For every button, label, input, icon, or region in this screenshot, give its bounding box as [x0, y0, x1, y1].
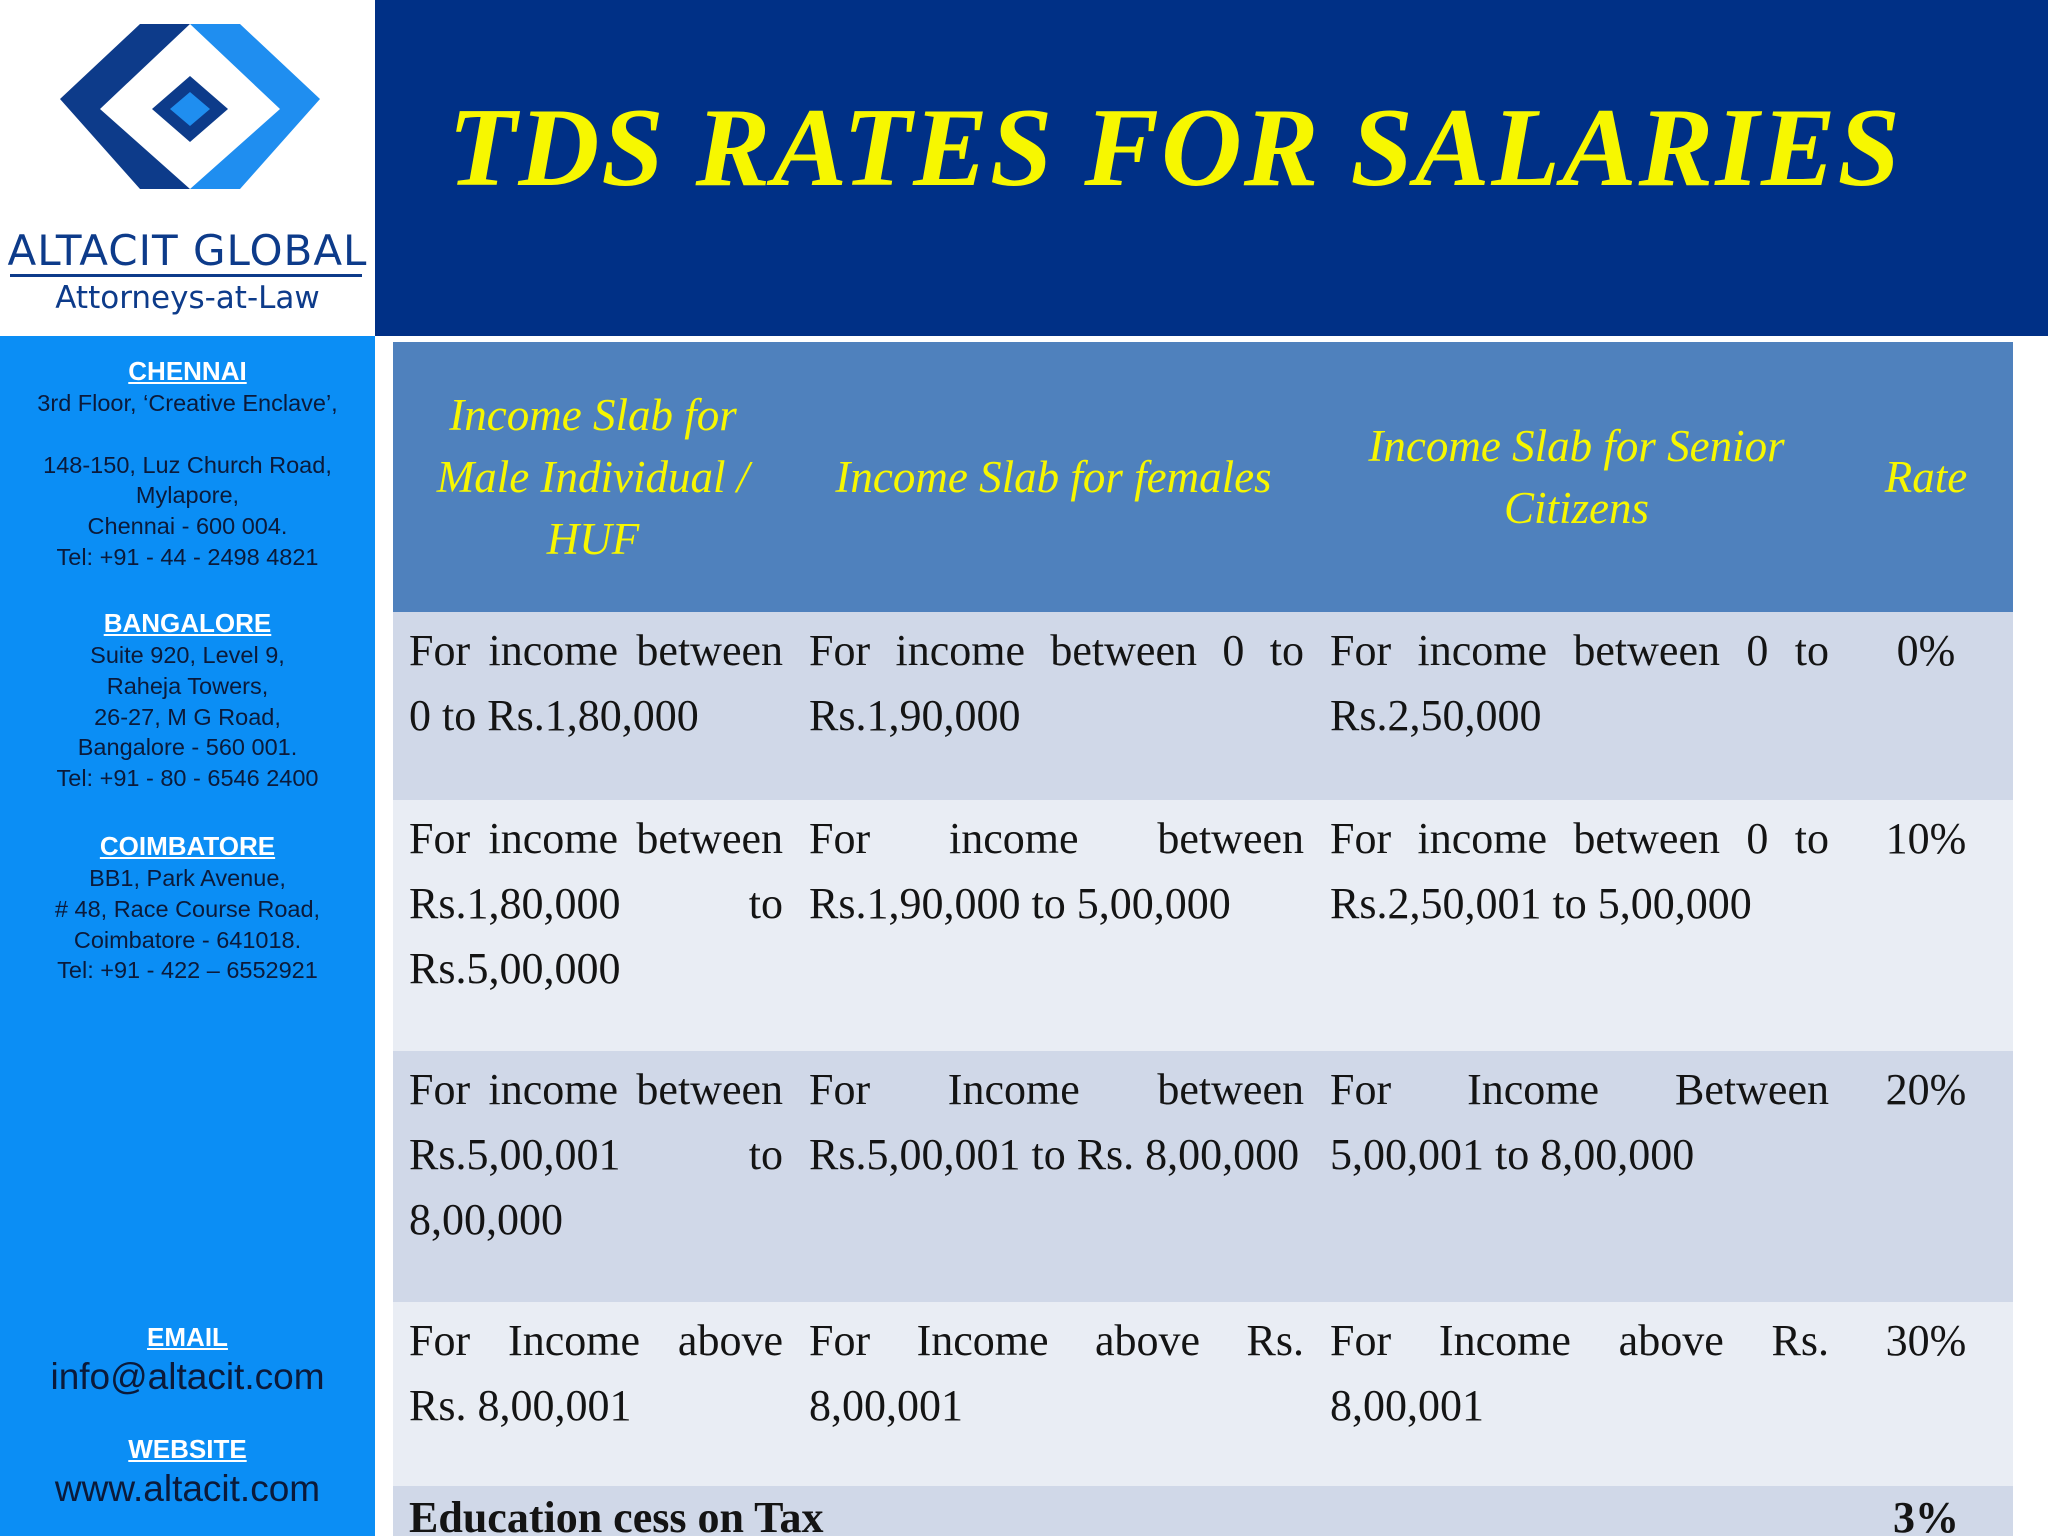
cell-senior: For Income Between 5,00,001 to 8,00,000 [1314, 1051, 1839, 1302]
address-line: # 48, Race Course Road, [54, 895, 321, 922]
logo: ALTACIT GLOBAL Attorneys-at-Law [0, 0, 375, 336]
office-chennai: CHENNAI 3rd Floor, ‘Creative Enclave’, 1… [0, 354, 375, 573]
cell-male: For Income above Rs. 8,00,001 [393, 1302, 793, 1486]
address-line: Tel: +91 - 80 - 6546 2400 [56, 765, 319, 792]
address-line: 3rd Floor, ‘Creative Enclave’, [37, 390, 338, 416]
website-label: WEBSITE [128, 1434, 247, 1464]
cess-rate: 3% [1839, 1486, 2013, 1536]
address-line: Chennai - 600 004. [87, 513, 288, 540]
office-bangalore: BANGALORE Suite 920, Level 9, Raheja Tow… [0, 606, 375, 794]
cess-row: Education cess on Tax 3% [393, 1486, 2013, 1536]
office-name: CHENNAI [128, 356, 247, 386]
email-link[interactable]: info@altacit.com [50, 1356, 325, 1397]
cell-rate: 10% [1839, 800, 2013, 1051]
cell-senior: For income between 0 to Rs.2,50,000 [1314, 612, 1839, 800]
header-rate: Rate [1839, 342, 2013, 612]
address-line: Mylapore, [135, 482, 240, 509]
altacit-logo-icon [60, 24, 320, 189]
cell-female: For Income above Rs. 8,00,001 [793, 1302, 1314, 1486]
logo-name: ALTACIT GLOBAL [7, 226, 368, 275]
cell-senior: For Income above Rs. 8,00,001 [1314, 1302, 1839, 1486]
table-row: For income between 0 to Rs.1,80,000 For … [393, 612, 2013, 800]
cell-rate: 20% [1839, 1051, 2013, 1302]
page-title: TDS RATES FOR SALARIES [448, 86, 1902, 210]
sidebar: CHENNAI 3rd Floor, ‘Creative Enclave’, 1… [0, 336, 375, 1536]
title-banner: TDS RATES FOR SALARIES [375, 0, 2048, 336]
cell-female: For income between 0 to Rs.1,90,000 [793, 612, 1314, 800]
tds-rates-table-container: Income Slab for Male Individual / HUF In… [393, 342, 2013, 1536]
address-line: BB1, Park Avenue, [89, 865, 286, 891]
address-line: Suite 920, Level 9, [90, 642, 285, 668]
address-line: Coimbatore - 641018. [73, 926, 302, 953]
office-coimbatore: COIMBATORE BB1, Park Avenue, # 48, Race … [0, 829, 375, 986]
table-header-row: Income Slab for Male Individual / HUF In… [393, 342, 2013, 612]
address-line: Raheja Towers, [106, 672, 269, 699]
website-link[interactable]: www.altacit.com [54, 1468, 321, 1509]
cell-male: For income between Rs.5,00,001 to 8,00,0… [393, 1051, 793, 1302]
address-line: Tel: +91 - 44 - 2498 4821 [56, 543, 319, 570]
logo-divider [10, 274, 362, 277]
address-line: Tel: +91 - 422 – 6552921 [57, 957, 318, 984]
cell-male: For income between Rs.1,80,000 to Rs.5,0… [393, 800, 793, 1051]
table-row: For Income above Rs. 8,00,001 For Income… [393, 1302, 2013, 1486]
address-line [0, 419, 375, 450]
table-row: For income between Rs.1,80,000 to Rs.5,0… [393, 800, 2013, 1051]
cell-rate: 0% [1839, 612, 2013, 800]
cess-label: Education cess on Tax [393, 1486, 1839, 1536]
header-females: Income Slab for females [793, 342, 1314, 612]
email-label: EMAIL [147, 1322, 228, 1352]
tds-rates-table: Income Slab for Male Individual / HUF In… [393, 342, 2013, 1536]
cell-male: For income between 0 to Rs.1,80,000 [393, 612, 793, 800]
address-line: Bangalore - 560 001. [77, 734, 298, 761]
header-male-huf: Income Slab for Male Individual / HUF [393, 342, 793, 612]
office-name: COIMBATORE [99, 831, 276, 861]
cell-rate: 30% [1839, 1302, 2013, 1486]
header-senior-citizens: Income Slab for Senior Citizens [1314, 342, 1839, 612]
address-line: 26-27, M G Road, [94, 703, 281, 730]
cell-female: For Income between Rs.5,00,001 to Rs. 8,… [793, 1051, 1314, 1302]
logo-tagline: Attorneys-at-Law [55, 280, 320, 316]
office-name: BANGALORE [103, 608, 272, 638]
cell-female: For income between Rs.1,90,000 to 5,00,0… [793, 800, 1314, 1051]
cell-senior: For income between 0 to Rs.2,50,001 to 5… [1314, 800, 1839, 1051]
table-row: For income between Rs.5,00,001 to 8,00,0… [393, 1051, 2013, 1302]
address-line: 148-150, Luz Church Road, [43, 451, 332, 478]
